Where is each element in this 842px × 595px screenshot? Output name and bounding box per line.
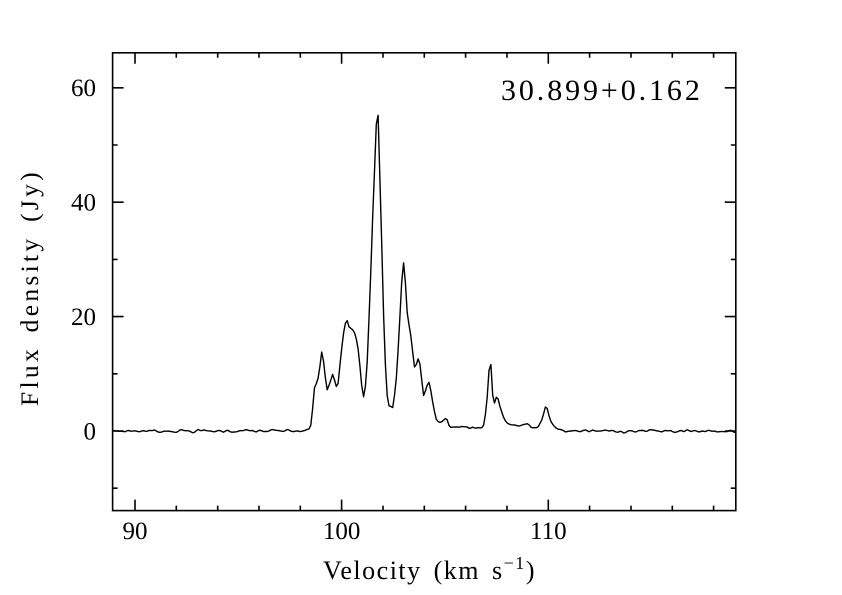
- svg-text:40: 40: [71, 190, 96, 217]
- svg-text:Velocity (km s−1): Velocity (km s−1): [323, 553, 536, 585]
- svg-text:Flux density (Jy): Flux density (Jy): [15, 169, 44, 406]
- svg-text:100: 100: [323, 518, 361, 545]
- svg-text:20: 20: [71, 304, 96, 331]
- svg-text:30.899+0.162: 30.899+0.162: [501, 74, 703, 107]
- svg-text:0: 0: [84, 418, 97, 445]
- svg-text:90: 90: [123, 518, 148, 545]
- svg-text:110: 110: [530, 518, 567, 545]
- svg-text:60: 60: [71, 75, 96, 102]
